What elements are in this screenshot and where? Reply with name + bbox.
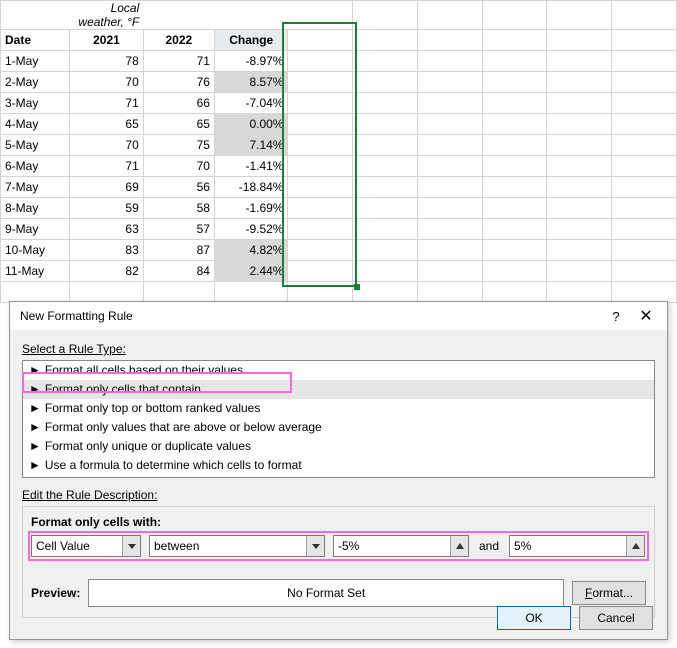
cell-change[interactable]: 7.14% <box>214 135 288 156</box>
sheet-title: Local weather, °F <box>70 1 144 30</box>
chevron-down-icon <box>122 536 140 556</box>
cell-2022[interactable]: 71 <box>143 51 214 72</box>
table-row[interactable]: 8-May5958-1.69% <box>1 198 677 219</box>
cell-2022[interactable]: 87 <box>143 240 214 261</box>
rule-type-item[interactable]: ►Use a formula to determine which cells … <box>23 456 654 475</box>
value2-input[interactable]: 5% <box>509 535 645 557</box>
rule-type-item[interactable]: ►Format only cells that contain <box>23 380 654 399</box>
cell-2022[interactable]: 76 <box>143 72 214 93</box>
col-header-date[interactable]: Date <box>1 30 70 51</box>
cell-2022[interactable]: 75 <box>143 135 214 156</box>
cell-change[interactable]: -7.04% <box>214 93 288 114</box>
table-row[interactable]: 2-May70768.57% <box>1 72 677 93</box>
preview-box: No Format Set <box>88 579 564 607</box>
cell-2022[interactable]: 65 <box>143 114 214 135</box>
cell-2022[interactable]: 84 <box>143 261 214 282</box>
cell-2021[interactable]: 70 <box>70 72 144 93</box>
cell-change[interactable]: -1.69% <box>214 198 288 219</box>
and-label: and <box>477 539 501 553</box>
cell-2021[interactable]: 63 <box>70 219 144 240</box>
cell-change[interactable]: 2.44% <box>214 261 288 282</box>
cell-change[interactable]: 0.00% <box>214 114 288 135</box>
col-header-2022[interactable]: 2022 <box>143 30 214 51</box>
chevron-down-icon <box>306 536 324 556</box>
format-button[interactable]: Format... <box>572 581 646 605</box>
cell-value-combo[interactable]: Cell Value <box>31 535 141 557</box>
cell-2021[interactable]: 83 <box>70 240 144 261</box>
cell-2021[interactable]: 71 <box>70 156 144 177</box>
cell-date[interactable]: 11-May <box>1 261 70 282</box>
rule-type-item[interactable]: ►Format only values that are above or be… <box>23 418 654 437</box>
cell-2022[interactable]: 58 <box>143 198 214 219</box>
cell-change[interactable]: 4.82% <box>214 240 288 261</box>
cell-change[interactable]: -9.52% <box>214 219 288 240</box>
table-row[interactable]: 11-May82842.44% <box>1 261 677 282</box>
table-row[interactable]: 1-May7871-8.97% <box>1 51 677 72</box>
rule-type-list[interactable]: ►Format all cells based on their values►… <box>22 360 655 478</box>
cell-date[interactable]: 8-May <box>1 198 70 219</box>
preview-label: Preview: <box>31 586 80 600</box>
cell-2022[interactable]: 57 <box>143 219 214 240</box>
col-header-change[interactable]: Change <box>214 30 288 51</box>
cell-change[interactable]: -1.41% <box>214 156 288 177</box>
bullet-icon: ► <box>29 382 41 396</box>
cancel-button[interactable]: Cancel <box>579 606 653 630</box>
cell-2021[interactable]: 65 <box>70 114 144 135</box>
cell-2022[interactable]: 66 <box>143 93 214 114</box>
range-picker-icon[interactable] <box>450 536 468 556</box>
rule-type-item[interactable]: ►Format only top or bottom ranked values <box>23 399 654 418</box>
cell-date[interactable]: 6-May <box>1 156 70 177</box>
table-row[interactable]: 10-May83874.82% <box>1 240 677 261</box>
table-row[interactable]: 9-May6357-9.52% <box>1 219 677 240</box>
cell-2021[interactable]: 59 <box>70 198 144 219</box>
edit-rule-description-label: Edit the Rule Description: <box>22 488 655 502</box>
cell-date[interactable]: 3-May <box>1 93 70 114</box>
spreadsheet-grid[interactable]: Local weather, °F Date 2021 2022 Change … <box>0 0 677 303</box>
bullet-icon: ► <box>29 363 41 377</box>
col-header-2021[interactable]: 2021 <box>70 30 144 51</box>
cell-2022[interactable]: 56 <box>143 177 214 198</box>
close-button[interactable]: ✕ <box>631 305 661 327</box>
cell-date[interactable]: 2-May <box>1 72 70 93</box>
cell-2021[interactable]: 70 <box>70 135 144 156</box>
table-row[interactable]: 6-May7170-1.41% <box>1 156 677 177</box>
cell-2022[interactable]: 70 <box>143 156 214 177</box>
cell-date[interactable]: 7-May <box>1 177 70 198</box>
dialog-titlebar[interactable]: New Formatting Rule ? ✕ <box>10 302 667 330</box>
table-row[interactable]: 4-May65650.00% <box>1 114 677 135</box>
table-row[interactable]: 3-May7166-7.04% <box>1 93 677 114</box>
select-rule-type-label: Select a Rule Type: <box>22 342 655 356</box>
value1-input[interactable]: -5% <box>333 535 469 557</box>
cell-date[interactable]: 1-May <box>1 51 70 72</box>
bullet-icon: ► <box>29 458 41 472</box>
cell-2021[interactable]: 71 <box>70 93 144 114</box>
table-row[interactable]: 7-May6956-18.84% <box>1 177 677 198</box>
cell-change[interactable]: -18.84% <box>214 177 288 198</box>
ok-button[interactable]: OK <box>497 606 571 630</box>
cell-date[interactable]: 10-May <box>1 240 70 261</box>
dialog-title: New Formatting Rule <box>20 309 601 323</box>
operator-combo[interactable]: between <box>149 535 325 557</box>
edit-rule-frame: Format only cells with: Cell Value betwe… <box>22 506 655 618</box>
cell-date[interactable]: 9-May <box>1 219 70 240</box>
cell-date[interactable]: 5-May <box>1 135 70 156</box>
cell-2021[interactable]: 69 <box>70 177 144 198</box>
bullet-icon: ► <box>29 420 41 434</box>
bullet-icon: ► <box>29 439 41 453</box>
help-button[interactable]: ? <box>601 305 631 327</box>
rule-type-item[interactable]: ►Format only unique or duplicate values <box>23 437 654 456</box>
cell-2021[interactable]: 78 <box>70 51 144 72</box>
cell-2021[interactable]: 82 <box>70 261 144 282</box>
cell-date[interactable]: 4-May <box>1 114 70 135</box>
cell-change[interactable]: -8.97% <box>214 51 288 72</box>
new-formatting-rule-dialog: New Formatting Rule ? ✕ Select a Rule Ty… <box>9 301 668 640</box>
format-only-cells-with-label: Format only cells with: <box>31 515 646 529</box>
bullet-icon: ► <box>29 401 41 415</box>
cell-change[interactable]: 8.57% <box>214 72 288 93</box>
range-picker-icon[interactable] <box>626 536 644 556</box>
table-row[interactable]: 5-May70757.14% <box>1 135 677 156</box>
rule-type-item[interactable]: ►Format all cells based on their values <box>23 361 654 380</box>
